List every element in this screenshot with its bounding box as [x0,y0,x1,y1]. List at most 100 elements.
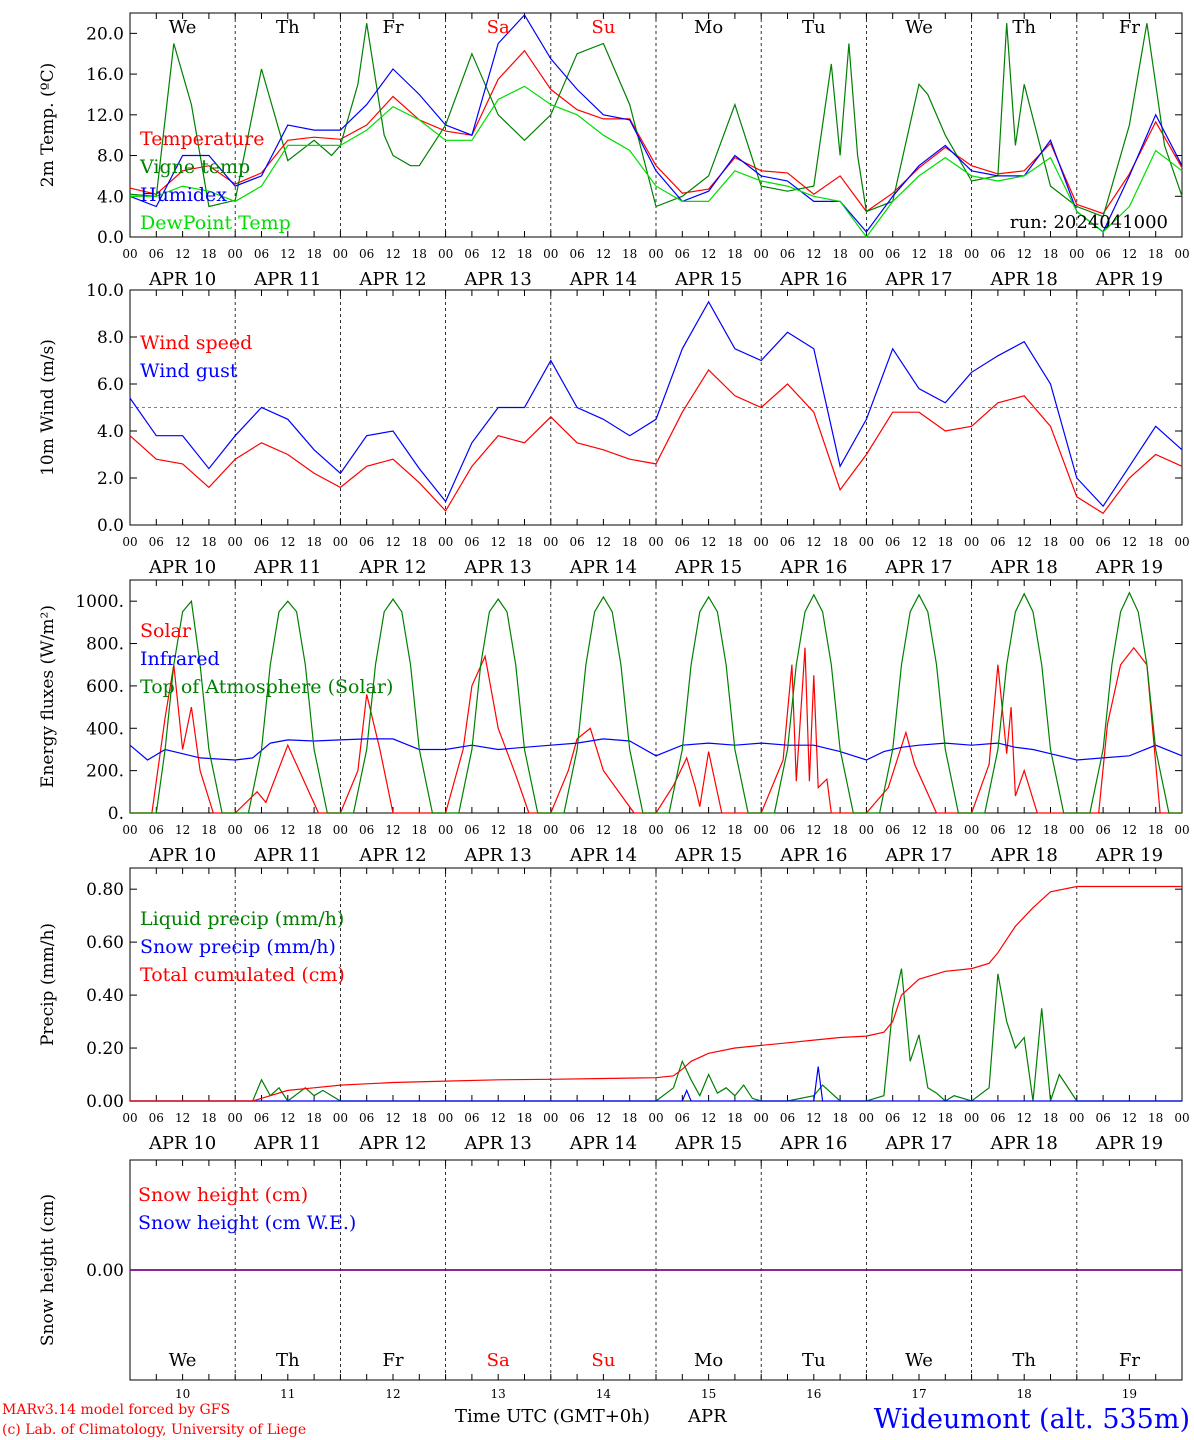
hour-label: 00 [1069,823,1084,837]
hour-label: 00 [859,1111,874,1125]
day-number: 15 [701,1387,716,1401]
hour-label: 12 [1017,1111,1032,1125]
day-name-top: Mo [694,17,723,38]
date-label: APR 11 [253,557,321,578]
hour-label: 00 [1174,535,1189,549]
hour-label: 12 [596,535,611,549]
hour-label: 00 [333,823,348,837]
hour-label: 12 [280,1111,295,1125]
hour-label: 06 [1095,1111,1110,1125]
legend-entry: Solar [140,620,192,642]
footer: MARv3.14 model forced by GFS (c) Lab. of… [2,1402,1190,1438]
hour-label: 00 [333,535,348,549]
hour-label: 00 [1174,247,1189,261]
series-line-wind-gust [129,300,1183,508]
day-name-bottom: Mo [694,1350,723,1371]
y-tick-label: 6.0 [97,375,124,395]
hour-label: 00 [964,247,979,261]
day-number: 17 [911,1387,926,1401]
hour-label: 18 [1043,823,1058,837]
y-tick-label: 0.00 [86,1092,124,1112]
date-label: APR 14 [569,845,637,866]
hour-label: 12 [280,247,295,261]
date-label: APR 10 [148,557,216,578]
date-label: APR 16 [779,1133,847,1154]
legend-entry: Vigne temp [139,156,250,178]
hour-label: 06 [464,247,479,261]
y-tick-label: 10.0 [86,281,124,301]
hour-label: 18 [622,535,637,549]
hour-label: 06 [885,823,900,837]
hour-label: 18 [306,247,321,261]
y-axis-label: 2m Temp. (ºC) [38,63,58,188]
hour-label: 18 [201,823,216,837]
hour-label: 06 [359,823,374,837]
date-label: APR 13 [464,1133,532,1154]
hour-label: 18 [1043,1111,1058,1125]
day-name-top: We [905,17,933,38]
hour-label: 12 [806,1111,821,1125]
hour-label: 00 [754,247,769,261]
day-name-top: Fr [382,17,403,38]
date-label: APR 10 [148,1133,216,1154]
hour-label: 12 [1017,535,1032,549]
legend-entry: Snow height (cm) [138,1184,308,1206]
hour-label: 06 [675,535,690,549]
hour-label: 06 [359,1111,374,1125]
hour-label: 12 [175,535,190,549]
day-number: 12 [385,1387,400,1401]
panel-temp: 0.0 4.0 8.0 12.0 16.0 20.0 2m Temp. (ºC) Temper… [38,12,1190,290]
hour-label: 18 [1148,535,1163,549]
legend-entry: DewPoint Temp [140,212,291,234]
y-tick-label: 600. [86,677,124,697]
hour-label: 00 [754,535,769,549]
hour-label: 18 [622,823,637,837]
station-title: Wideumont (alt. 535m) [874,1404,1190,1435]
hour-label: 12 [911,823,926,837]
date-label: APR 19 [1095,557,1163,578]
run-annotation: run: 2024041000 [1010,212,1168,233]
hour-label: 18 [938,535,953,549]
y-tick-label: 4.0 [97,422,124,442]
hour-label: 06 [464,535,479,549]
y-tick-label: 0.80 [86,880,124,900]
legend-entry: Total cumulated (cm) [140,964,345,986]
hour-label: 06 [254,247,269,261]
hour-label: 06 [149,1111,164,1125]
hour-label: 00 [333,1111,348,1125]
date-label: APR 18 [990,269,1058,290]
hour-label: 00 [964,535,979,549]
series-line-snow-precip-mm-h- [130,1066,1182,1102]
hour-label: 12 [701,1111,716,1125]
date-label: APR 10 [148,269,216,290]
y-tick-label: 12.0 [86,106,124,126]
day-name-top: Tu [802,17,826,38]
date-label: APR 18 [990,557,1058,578]
hour-label: 00 [438,1111,453,1125]
hour-label: 12 [1122,247,1137,261]
lab-credit: (c) Lab. of Climatology, University of L… [2,1422,306,1438]
hour-label: 12 [596,1111,611,1125]
hour-label: 18 [1148,823,1163,837]
hour-label: 06 [359,247,374,261]
date-label: APR 12 [358,845,426,866]
hour-label: 12 [596,823,611,837]
date-label: APR 11 [253,845,321,866]
day-number: 18 [1017,1387,1032,1401]
hour-label: 06 [885,535,900,549]
date-label: APR 18 [990,845,1058,866]
hour-label: 00 [122,1111,137,1125]
hour-label: 18 [201,1111,216,1125]
series-line-vigne-temp [129,23,1183,218]
hour-label: 00 [964,1111,979,1125]
series-line-temperature [129,49,1183,215]
hour-label: 00 [543,535,558,549]
y-tick-label: 0.20 [86,1039,124,1059]
legend-entry: Top of Atmosphere (Solar) [140,676,393,698]
hour-label: 18 [622,1111,637,1125]
date-label: APR 15 [674,557,742,578]
date-label: APR 15 [674,1133,742,1154]
hour-label: 18 [517,535,532,549]
panel-precip: 0.00 0.20 0.40 0.60 0.80 Precip (mm/h) Liquid … [38,867,1190,1154]
